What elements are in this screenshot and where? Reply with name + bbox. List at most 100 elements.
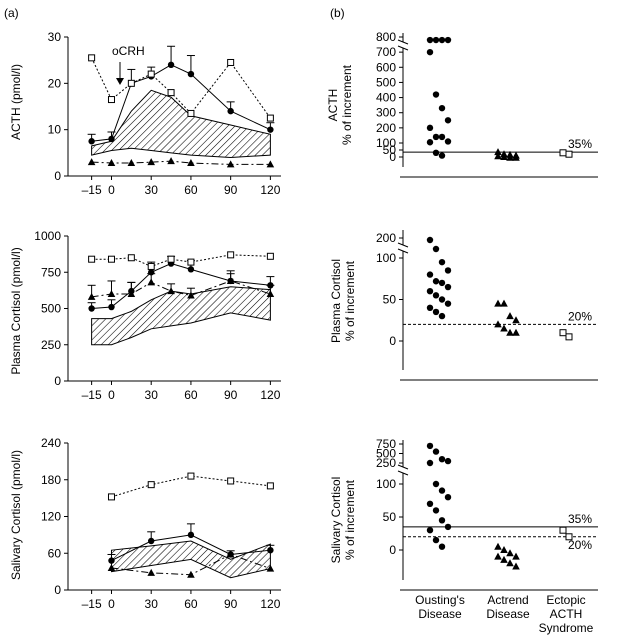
- data-point: [127, 254, 135, 262]
- data-point: [266, 252, 274, 260]
- scatter-point: [438, 456, 446, 463]
- category-label: Disease: [418, 607, 462, 621]
- scatter-point: [426, 527, 434, 534]
- data-point: [147, 262, 155, 270]
- y-tick-label: 60: [48, 546, 62, 560]
- y-tick-label: 100: [376, 251, 396, 265]
- scatter-point: [512, 552, 520, 560]
- y-axis-title: ACTH (pmol/l): [9, 64, 23, 140]
- y-tick-label: 400: [376, 91, 396, 105]
- panel-label-a: (a): [4, 6, 19, 20]
- data-point: [88, 255, 96, 263]
- data-point: [88, 138, 95, 145]
- scatter-point: [494, 299, 502, 307]
- y-tick-label: 300: [376, 106, 396, 120]
- y-axis-title: Salivary Cortisol (pmol/l): [9, 450, 23, 580]
- axis-break-mark: [397, 464, 409, 470]
- y-tick-label: 20: [48, 76, 62, 90]
- chart-saliva-time: 0 60 120 180 240 –15 0 30 60 90 120 Salivary Cortis…: [9, 436, 281, 611]
- y-tick-label: 120: [41, 510, 61, 524]
- category-label: ACTH: [550, 607, 583, 621]
- data-point: [187, 472, 195, 480]
- data-point: [127, 79, 135, 87]
- threshold-label: 35%: [568, 512, 592, 526]
- scatter-point: [559, 149, 567, 157]
- scatter-point: [494, 152, 502, 160]
- scatter-point: [426, 48, 434, 56]
- y-tick-label: 50: [383, 510, 397, 524]
- series-line: [91, 280, 271, 298]
- scatter-point: [559, 329, 567, 337]
- data-point: [147, 568, 156, 576]
- scatter-point: [432, 245, 440, 253]
- scatter-point: [426, 271, 434, 278]
- x-tick-label: 90: [224, 183, 238, 197]
- y-axis-title: ACTH: [326, 89, 340, 122]
- x-tick-label: 60: [184, 183, 198, 197]
- scatter-point: [432, 149, 440, 156]
- y-tick-label: 180: [41, 473, 61, 487]
- scatter-point: [438, 104, 446, 112]
- scatter-point: [506, 312, 514, 320]
- scatter-point: [426, 500, 434, 507]
- scatter-point: [432, 292, 440, 299]
- data-point: [266, 290, 275, 297]
- scatter-point: [426, 442, 434, 450]
- series-line: [91, 254, 271, 267]
- x-tick-label: 90: [224, 388, 238, 402]
- series-line: [91, 263, 271, 309]
- data-point: [167, 89, 175, 97]
- chart-cortisol-increment: 200 100 50 0 Plasma Cortisol% of increment 20…: [329, 230, 598, 381]
- x-tick-label: 120: [260, 597, 280, 611]
- data-point: [167, 157, 175, 165]
- x-tick-label: 60: [184, 597, 198, 611]
- x-tick-label: 30: [145, 388, 159, 402]
- data-point: [147, 70, 155, 78]
- category-label: Ousting's: [415, 593, 465, 607]
- scatter-point: [432, 133, 440, 141]
- scatter-point: [565, 333, 573, 341]
- y-tick-label: 700: [376, 45, 396, 59]
- data-point: [227, 58, 235, 66]
- data-point: [108, 303, 115, 311]
- scatter-point: [426, 304, 434, 311]
- normal-range-band: [91, 286, 271, 346]
- scatter-point: [438, 543, 446, 550]
- axis-break-mark: [397, 470, 409, 476]
- data-point: [187, 291, 195, 299]
- y-tick-label: 250: [41, 338, 61, 352]
- data-point: [226, 550, 235, 558]
- scatter-point: [432, 36, 440, 44]
- panel-label-b: (b): [330, 6, 345, 20]
- y-tick-label: 500: [376, 75, 396, 89]
- scatter-point: [512, 328, 520, 336]
- scatter-point: [444, 494, 452, 501]
- y-tick-label: 50: [383, 293, 397, 307]
- data-point: [107, 255, 115, 263]
- scatter-point: [500, 546, 508, 553]
- data-point: [226, 160, 235, 168]
- y-axis-title: % of increment: [343, 479, 357, 560]
- scatter-point: [444, 457, 452, 465]
- x-tick-label: 30: [145, 183, 159, 197]
- crh-arrowhead: [116, 78, 124, 85]
- data-point: [127, 290, 136, 297]
- x-tick-label: 120: [260, 388, 280, 402]
- category-label: Disease: [486, 607, 530, 621]
- scatter-point: [512, 153, 520, 161]
- data-point: [147, 481, 155, 489]
- normal-range-band: [91, 89, 271, 158]
- category-label: Syndrome: [539, 621, 594, 635]
- data-point: [187, 570, 195, 578]
- category-label: Actrend: [487, 593, 528, 607]
- data-point: [107, 290, 116, 297]
- data-point: [87, 158, 96, 166]
- scatter-point: [444, 138, 452, 145]
- data-point: [107, 96, 115, 104]
- y-tick-label: 240: [41, 436, 61, 450]
- scatter-point: [432, 480, 440, 488]
- threshold-label: 35%: [568, 137, 592, 151]
- crh-annotation: oCRH: [112, 44, 145, 58]
- y-tick-label: 0: [389, 334, 396, 348]
